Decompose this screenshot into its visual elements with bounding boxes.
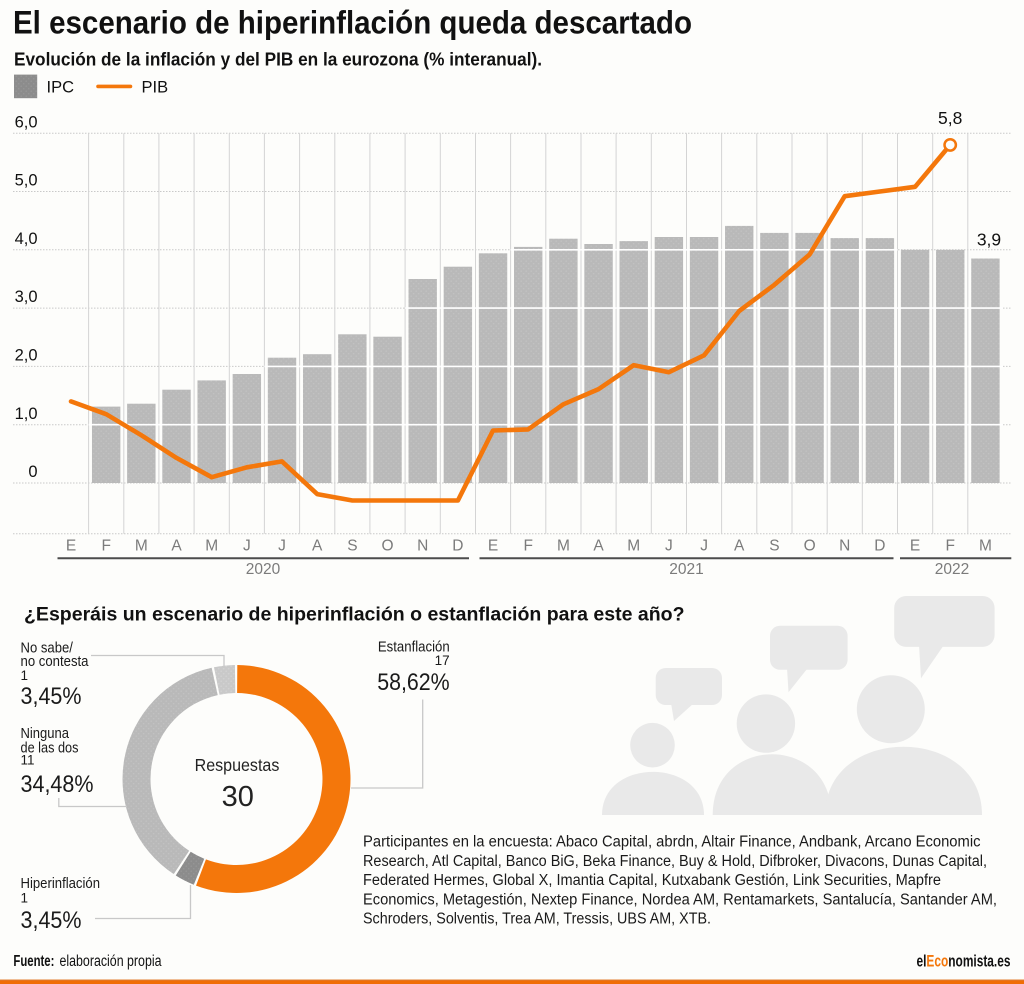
svg-text:N: N — [417, 538, 428, 555]
svg-text:M: M — [557, 538, 570, 555]
svg-text:Evolución de la inflación y de: Evolución de la inflación y del PIB en l… — [14, 50, 542, 70]
svg-text:Federated Hermes, Global X, Im: Federated Hermes, Global X, Imantia Capi… — [363, 872, 941, 889]
svg-text:S: S — [347, 538, 357, 555]
svg-text:de las dos: de las dos — [21, 740, 79, 756]
svg-text:1: 1 — [21, 668, 29, 683]
svg-text:D: D — [874, 538, 885, 555]
svg-text:O: O — [381, 538, 393, 555]
svg-text:Ninguna: Ninguna — [21, 726, 70, 742]
svg-text:Respuestas: Respuestas — [195, 755, 280, 775]
svg-text:O: O — [804, 538, 816, 555]
svg-text:6,0: 6,0 — [15, 113, 38, 131]
svg-text:5,0: 5,0 — [15, 172, 38, 190]
svg-text:D: D — [452, 538, 463, 555]
svg-text:M: M — [627, 538, 640, 555]
svg-text:Participantes en la encuesta:: Participantes en la encuesta: Abaco Capi… — [363, 834, 981, 851]
svg-text:3,9: 3,9 — [977, 230, 1001, 250]
svg-text:F: F — [101, 538, 110, 555]
svg-text:A: A — [171, 538, 182, 555]
svg-text:2,0: 2,0 — [15, 347, 38, 365]
svg-text:0: 0 — [28, 463, 37, 481]
svg-text:F: F — [945, 538, 954, 555]
svg-text:J: J — [665, 538, 673, 555]
svg-text:1,0: 1,0 — [15, 405, 38, 423]
svg-text:58,62%: 58,62% — [377, 669, 450, 696]
svg-text:Economics, Metagestión, Nextep: Economics, Metagestión, Nextep Finance, … — [363, 891, 997, 908]
svg-text:34,48%: 34,48% — [21, 771, 94, 798]
svg-text:11: 11 — [21, 753, 35, 768]
svg-text:A: A — [593, 538, 604, 555]
svg-text:2021: 2021 — [669, 561, 703, 578]
svg-text:N: N — [839, 538, 850, 555]
svg-text:3,0: 3,0 — [15, 288, 38, 306]
svg-text:17: 17 — [435, 653, 450, 668]
svg-text:F: F — [523, 538, 532, 555]
svg-text:30: 30 — [222, 781, 254, 813]
svg-text:3,45%: 3,45% — [21, 907, 82, 934]
svg-text:M: M — [135, 538, 148, 555]
svg-text:elEconomista.es: elEconomista.es — [917, 953, 1011, 971]
svg-text:E: E — [910, 538, 920, 555]
svg-text:A: A — [734, 538, 745, 555]
svg-text:S: S — [769, 538, 779, 555]
svg-text:PIB: PIB — [142, 79, 169, 97]
svg-text:elaboración propia: elaboración propia — [60, 953, 162, 970]
svg-text:5,8: 5,8 — [938, 108, 962, 128]
svg-text:Fuente:: Fuente: — [13, 953, 54, 970]
svg-text:Schroders, Solventis, Trea AM,: Schroders, Solventis, Trea AM, Tressis, … — [363, 911, 711, 928]
svg-text:El escenario de hiperinflación: El escenario de hiperinflación queda des… — [13, 5, 692, 41]
svg-text:Hiperinflación: Hiperinflación — [21, 876, 101, 892]
svg-text:J: J — [700, 538, 708, 555]
svg-text:3,45%: 3,45% — [21, 683, 82, 710]
svg-text:No sabe/: No sabe/ — [21, 641, 74, 657]
svg-text:2022: 2022 — [935, 561, 969, 578]
svg-text:E: E — [66, 538, 76, 555]
svg-text:no contesta: no contesta — [21, 654, 90, 670]
svg-text:Research, Atl Capital, Banco B: Research, Atl Capital, Banco BiG, Beka F… — [363, 853, 987, 870]
svg-text:2020: 2020 — [246, 561, 281, 578]
svg-text:M: M — [205, 538, 218, 555]
svg-text:E: E — [488, 538, 498, 555]
svg-text:4,0: 4,0 — [15, 230, 38, 248]
svg-text:IPC: IPC — [47, 79, 75, 97]
svg-text:Estanflación: Estanflación — [378, 640, 450, 656]
svg-text:1: 1 — [21, 891, 29, 906]
svg-text:A: A — [312, 538, 323, 555]
svg-text:J: J — [278, 538, 286, 555]
svg-text:J: J — [243, 538, 251, 555]
svg-text:M: M — [979, 538, 992, 555]
svg-text:¿Esperáis un escenario de hipe: ¿Esperáis un escenario de hiperinflación… — [24, 604, 685, 626]
